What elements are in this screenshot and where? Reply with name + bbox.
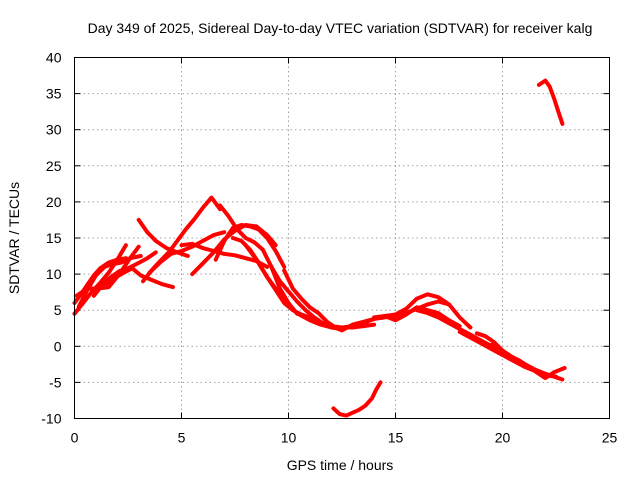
chart-title: Day 349 of 2025, Sidereal Day-to-day VTE…: [88, 20, 593, 36]
satellite-arc-27: [536, 78, 565, 126]
x-axis-label: GPS time / hours: [287, 457, 394, 473]
x-tick-label: 15: [388, 430, 404, 446]
satellite-arc-4: [76, 254, 143, 309]
axis-ticks: 0 5 10 15 20 25 -10 -5 0 5 10 15 20 25 30 35 40: [41, 50, 617, 446]
satellite-arc-9: [147, 230, 227, 275]
x-tick-label: 10: [281, 430, 297, 446]
satellite-arc-24: [489, 342, 565, 382]
satellite-arc-26: [331, 380, 383, 418]
satellite-arc-17: [282, 268, 338, 330]
x-tick-label: 5: [178, 430, 186, 446]
x-tick-label: 25: [602, 430, 618, 446]
x-tick-label: 20: [495, 430, 511, 446]
x-tick-label: 0: [71, 430, 79, 446]
y-tick-label: 0: [54, 338, 62, 354]
y-tick-label: -5: [49, 374, 62, 390]
y-tick-label: 20: [46, 194, 62, 210]
satellite-arc-6: [104, 266, 175, 290]
satellite-arc-13: [218, 203, 300, 316]
satellite-arc-12: [213, 223, 287, 269]
y-axis-label: SDTVAR / TECUs: [6, 182, 22, 294]
plot-frame: [74, 57, 610, 419]
y-tick-label: 40: [46, 50, 62, 66]
y-tick-label: 15: [46, 230, 62, 246]
y-tick-label: 30: [46, 122, 62, 138]
y-tick-label: -10: [41, 411, 61, 427]
y-tick-label: 10: [46, 266, 62, 282]
satellite-arc-5: [91, 250, 158, 298]
y-tick-label: 25: [46, 158, 62, 174]
satellite-arc-2: [72, 243, 128, 316]
satellite-arc-20: [372, 292, 473, 330]
satellite-arc-10: [179, 241, 270, 269]
y-tick-label: 35: [46, 86, 62, 102]
grid: [74, 57, 610, 419]
y-tick-label: 5: [54, 302, 62, 318]
series-traces: [72, 78, 567, 418]
satellite-arc-25: [534, 366, 567, 381]
satellite-arc-19: [340, 305, 462, 330]
